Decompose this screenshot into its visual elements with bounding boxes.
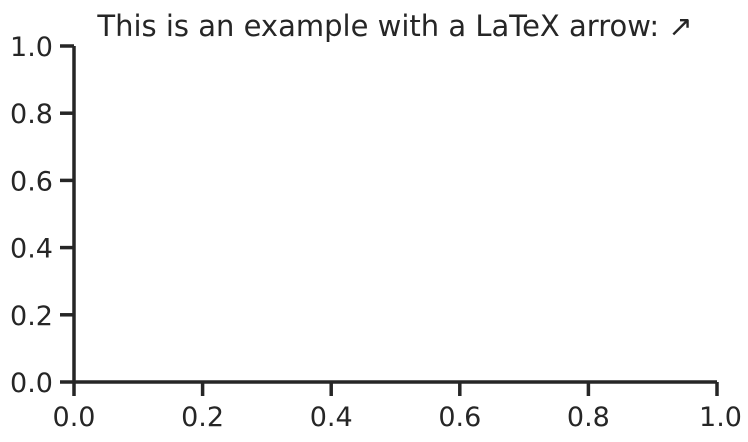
y-tick-label: 0.4 <box>10 234 53 265</box>
x-tick-label: 0.4 <box>310 402 353 433</box>
x-tick-label: 0.0 <box>53 402 96 433</box>
y-tick-label: 0.0 <box>10 368 53 399</box>
y-tick-label: 0.6 <box>10 166 53 197</box>
x-axis-ticks: 0.0 0.2 0.4 0.6 0.8 1.0 <box>53 382 742 433</box>
chart-title: This is an example with a LaTeX arrow: ↗ <box>96 9 692 43</box>
y-tick-label: 1.0 <box>10 32 53 63</box>
x-tick-label: 1.0 <box>699 402 742 433</box>
y-tick-label: 0.8 <box>10 99 53 130</box>
x-tick-label: 0.2 <box>181 402 224 433</box>
y-tick-label: 0.2 <box>10 301 53 332</box>
x-tick-label: 0.6 <box>438 402 481 433</box>
x-tick-label: 0.8 <box>567 402 610 433</box>
y-axis-ticks: 0.0 0.2 0.4 0.6 0.8 1.0 <box>10 32 74 399</box>
